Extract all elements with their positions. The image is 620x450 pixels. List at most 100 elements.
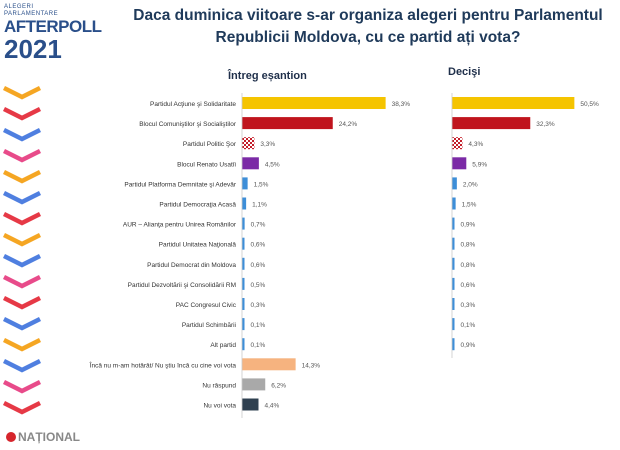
bar-decided	[452, 97, 575, 109]
brand-line1: ALEGERI	[4, 4, 34, 10]
bar-decided	[452, 217, 455, 230]
bar-total	[242, 117, 333, 130]
bar-decided	[452, 137, 463, 150]
panel-title-decided: Decişi	[448, 66, 481, 78]
chevron-shape	[2, 358, 42, 373]
bar-total	[242, 157, 259, 170]
data-label-total: 4,5%	[265, 161, 280, 168]
chevron-shape	[2, 190, 42, 205]
category-label: PAC Congresul Civic	[176, 302, 237, 309]
bar-total	[242, 257, 245, 270]
category-label: Partidul Schimbării	[182, 322, 236, 329]
bar-total	[242, 338, 245, 351]
category-label: Partidul Unitatea Naţională	[159, 242, 237, 249]
brand-name: AFTERPOLL	[4, 17, 102, 36]
bar-total	[242, 97, 386, 109]
bar-decided	[452, 117, 531, 130]
chevron-shape	[2, 232, 42, 247]
bar-total	[242, 217, 245, 230]
category-label: Încă nu m-am hotărât/ Nu ştiu încă cu ci…	[89, 360, 237, 369]
bar-decided	[452, 338, 455, 351]
data-label-total: 0,6%	[251, 242, 266, 249]
bar-total	[242, 137, 255, 150]
chevron-shape	[2, 295, 42, 310]
category-label: Nu răspund	[202, 382, 236, 389]
data-label-decided: 0,8%	[461, 242, 476, 249]
chevron-shape	[2, 253, 42, 268]
bar-decided	[452, 318, 455, 331]
data-label-decided: 4,3%	[468, 141, 483, 148]
category-label: Nu voi vota	[203, 403, 236, 410]
category-label: Partidul Dezvoltării şi Consolidării RM	[128, 282, 236, 289]
bar-total	[242, 378, 266, 391]
data-label-decided: 0,3%	[461, 302, 476, 309]
chevron-shape	[2, 316, 42, 331]
category-label: Blocul Renato Usatîi	[177, 161, 236, 168]
category-label: Alt partid	[210, 342, 236, 349]
brand-logo: ALEGERI PARLAMENTARE AFTERPOLL 2021	[4, 4, 102, 64]
category-label: AUR – Alianţa pentru Unirea Românilor	[123, 222, 237, 229]
bar-total	[242, 358, 296, 371]
chevron-shape	[2, 85, 42, 100]
source-logo: NAȚIONAL	[6, 430, 80, 444]
bar-decided	[452, 257, 455, 270]
bar-total	[242, 177, 248, 190]
data-label-decided: 32,3%	[536, 121, 555, 128]
chevron-shape	[2, 211, 42, 226]
chevron-shape	[2, 379, 42, 394]
category-label: Partidul Acţiune şi Solidaritate	[150, 101, 236, 108]
data-label-total: 0,7%	[251, 222, 266, 229]
data-label-decided: 2,0%	[463, 181, 478, 188]
data-label-total: 3,3%	[260, 141, 275, 148]
bar-decided	[452, 277, 455, 290]
chevron-shape	[2, 169, 42, 184]
panel-title-total: Întreg eșantion	[228, 70, 307, 82]
data-label-decided: 0,9%	[461, 222, 476, 229]
data-label-decided: 0,1%	[461, 322, 476, 329]
data-label-total: 4,4%	[265, 403, 280, 410]
data-label-decided: 0,6%	[461, 282, 476, 289]
data-label-decided: 0,8%	[461, 262, 476, 269]
category-label: Partidul Platforma Demnitate şi Adevăr	[124, 181, 236, 188]
category-label: Partidul Politic Şor	[183, 141, 237, 148]
data-label-total: 1,5%	[254, 181, 269, 188]
bar-total	[242, 398, 259, 411]
chart-title: Daca duminica viitoare s-ar organiza ale…	[133, 7, 603, 46]
data-label-total: 6,2%	[271, 382, 286, 389]
bar-decided	[452, 157, 467, 170]
chevron-shape	[2, 337, 42, 352]
data-label-decided: 50,5%	[580, 101, 599, 108]
bar-total	[242, 318, 245, 331]
data-label-total: 0,3%	[251, 302, 266, 309]
bar-decided	[452, 237, 455, 250]
bar-total	[242, 237, 245, 250]
data-label-total: 1,1%	[252, 202, 267, 209]
brand-line2: PARLAMENTARE	[4, 11, 59, 17]
data-label-total: 24,2%	[339, 121, 358, 128]
bar-total	[242, 197, 247, 210]
bar-total	[242, 277, 245, 290]
chevron-shape	[2, 148, 42, 163]
data-label-total: 38,3%	[392, 101, 411, 108]
category-label: Blocul Comuniştilor şi Socialiştilor	[139, 121, 237, 128]
bar-decided	[452, 177, 457, 190]
bar-decided	[452, 298, 455, 310]
data-label-decided: 5,9%	[472, 161, 487, 168]
data-label-decided: 1,5%	[462, 202, 477, 209]
data-label-total: 0,5%	[251, 282, 266, 289]
bar-total	[242, 298, 245, 310]
source-name: NAȚIONAL	[18, 430, 80, 444]
brand-year: 2021	[4, 34, 62, 64]
logo-dot-icon	[6, 432, 16, 442]
category-label: Partidul Democrat din Moldova	[147, 262, 236, 269]
chevron-shape	[2, 274, 42, 289]
bar-decided	[452, 197, 456, 210]
data-label-total: 0,6%	[251, 262, 266, 269]
chevron-shape	[2, 106, 42, 121]
data-label-total: 0,1%	[251, 342, 266, 349]
chevron-shape	[2, 400, 42, 415]
data-label-decided: 0,9%	[461, 342, 476, 349]
category-label: Partidul Democraţia Acasă	[159, 202, 236, 209]
